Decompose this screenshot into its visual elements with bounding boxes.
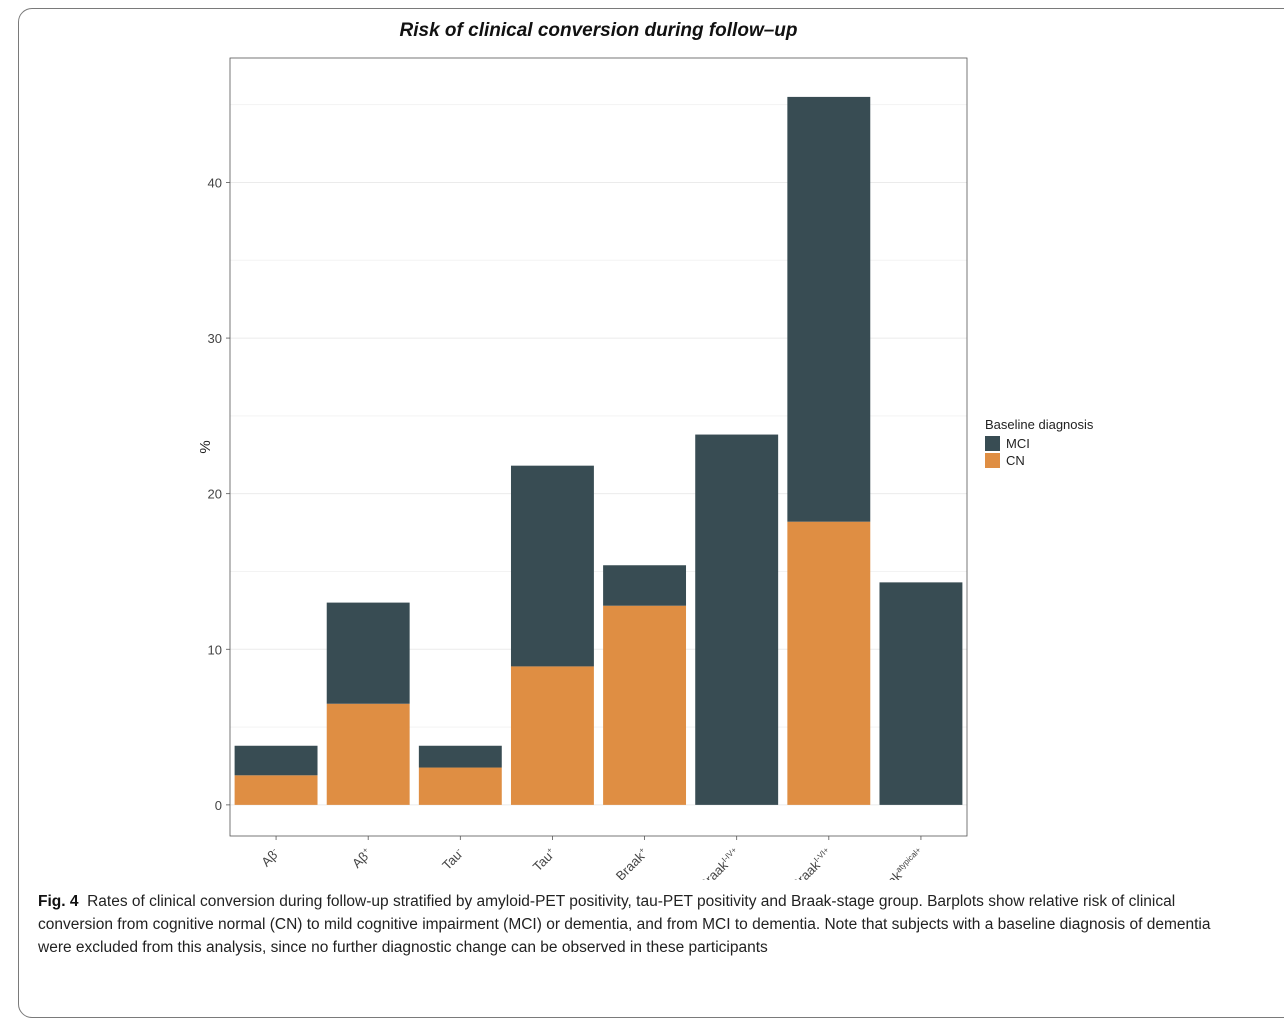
chart-title: Risk of clinical conversion during follo… — [399, 20, 798, 41]
bar-mci — [326, 602, 410, 704]
bar-cn — [326, 703, 410, 805]
y-tick-label: 10 — [208, 642, 222, 657]
bar-mci — [234, 745, 318, 776]
x-tick-label: BraakI-IV+ — [696, 845, 743, 880]
caption-label: Fig. 4 — [38, 893, 79, 910]
x-tick-label: Tau- — [439, 845, 467, 873]
figure-frame — [18, 8, 1284, 1018]
legend-item-mci: MCI — [985, 435, 1093, 452]
x-tick-label: BraakI-VI+ — [788, 845, 835, 880]
legend-label-mci: MCI — [1006, 436, 1030, 451]
bar-cn — [603, 605, 687, 805]
legend-title: Baseline diagnosis — [985, 417, 1094, 432]
legend-label-cn: CN — [1006, 453, 1025, 468]
bar-mci — [879, 582, 963, 805]
bar-cn — [418, 767, 502, 805]
bar-cn — [510, 666, 594, 805]
legend: Baseline diagnosis MCI CN — [985, 417, 1093, 469]
bar-cn — [234, 775, 318, 805]
x-tick-label: Braakatypical+ — [870, 845, 927, 880]
bar-mci — [510, 465, 594, 667]
bar-mci — [695, 434, 779, 805]
y-tick-label: 40 — [208, 175, 222, 190]
x-tick-label: Aβ+ — [349, 845, 375, 871]
bar-chart: 0 10 20 30 40% Aβ- Aβ+ Tau- Tau+ Braak+ BraakI-IV+… — [197, 57, 968, 880]
bar-cn — [787, 521, 871, 805]
plot-panel — [229, 57, 968, 837]
bar-mci — [418, 745, 502, 768]
caption-text: Rates of clinical conversion during foll… — [38, 893, 1211, 956]
x-tick-label: Braak+ — [613, 845, 651, 880]
x-tick-label: Tau+ — [530, 845, 559, 874]
legend-item-cn: CN — [985, 452, 1093, 469]
figure-caption: Fig. 4 Rates of clinical conversion duri… — [38, 890, 1248, 959]
y-tick-label: 0 — [215, 798, 222, 813]
bar-mci — [603, 565, 687, 606]
bar-mci — [787, 96, 871, 522]
y-axis-label: % — [197, 440, 214, 453]
legend-swatch-mci — [985, 436, 1000, 451]
y-tick-label: 20 — [208, 487, 222, 502]
x-tick-label: Aβ- — [258, 845, 282, 869]
y-tick-label: 30 — [208, 331, 222, 346]
legend-swatch-cn — [985, 453, 1000, 468]
